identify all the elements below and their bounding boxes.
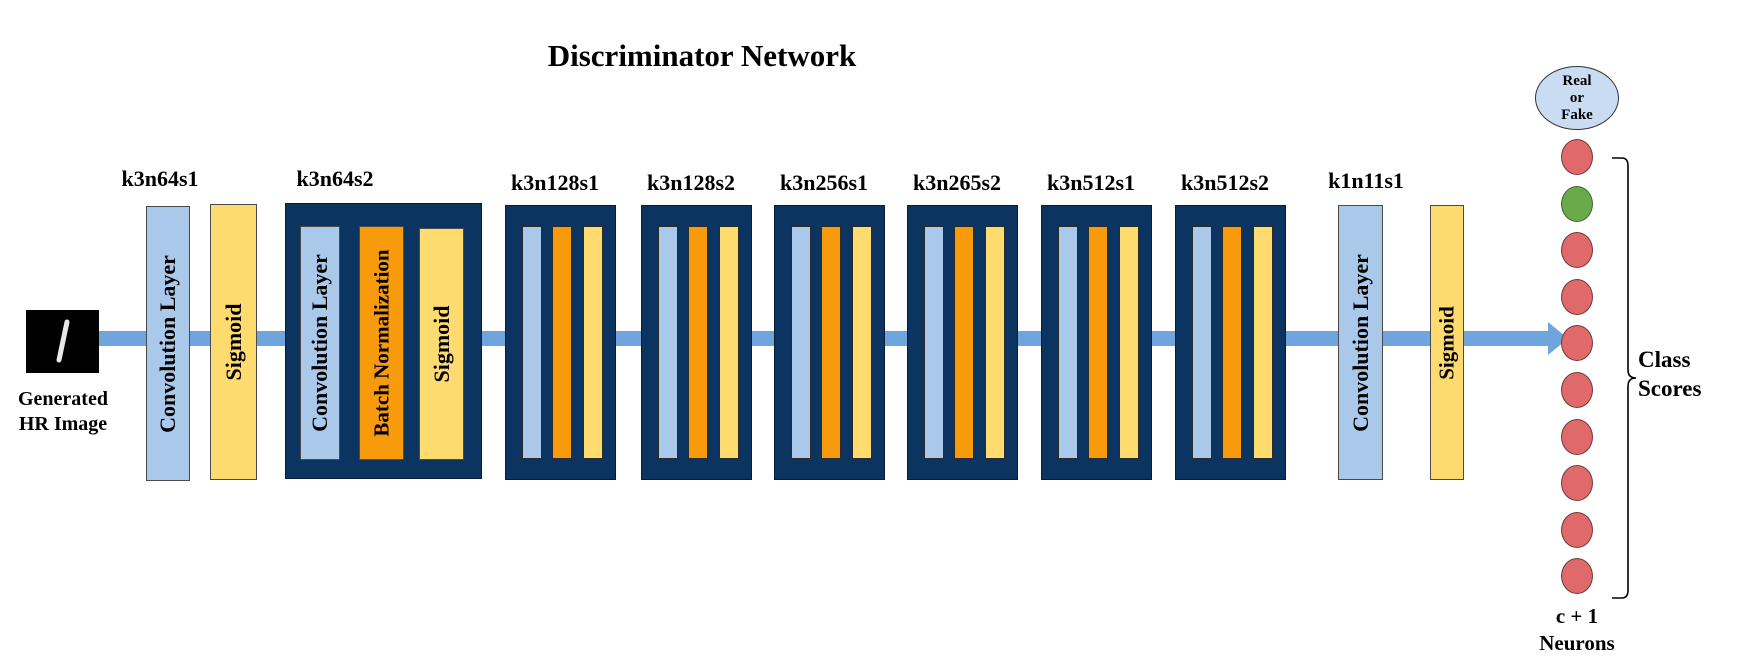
batchnorm-stripe [1222, 226, 1242, 459]
layer-label: k3n512s2 [1180, 170, 1270, 195]
neuron [1561, 232, 1593, 269]
sigmoid-stripe [852, 226, 872, 459]
conv-stripe [791, 226, 811, 459]
conv-block [1175, 205, 1286, 480]
convolution-layer: Convolution Layer [1338, 205, 1383, 480]
conv-stripe [522, 226, 542, 459]
convolution-layer: Convolution Layer [146, 206, 190, 481]
layer-label: k3n512s1 [1046, 170, 1136, 195]
output-neurons [1561, 139, 1593, 599]
sigmoid-layer: Sigmoid [210, 204, 257, 480]
convolution-layer: Convolution Layer [300, 226, 340, 460]
real-or-fake-bubble: Real or Fake [1535, 66, 1619, 130]
sigmoid-layer: Sigmoid [419, 228, 464, 460]
neuron [1561, 418, 1593, 455]
batchnorm-stripe [688, 226, 708, 459]
conv-block [1041, 205, 1152, 480]
sigmoid-stripe [1119, 226, 1139, 459]
neuron [1561, 372, 1593, 408]
conv-block [774, 205, 885, 480]
conv-block [907, 205, 1018, 480]
conv-block-expanded: Convolution Layer Batch Normalization Si… [285, 203, 482, 479]
class-scores-label: Class Scores [1638, 347, 1702, 401]
layer-label: k3n128s1 [510, 170, 600, 195]
layer-label: k3n64s2 [296, 166, 374, 191]
neuron [1561, 139, 1593, 175]
sigmoid-stripe [583, 226, 603, 459]
layer-label: k3n265s2 [912, 170, 1002, 195]
brace-icon [1612, 157, 1637, 599]
conv-block [641, 205, 752, 480]
sigmoid-stripe [985, 226, 1005, 459]
neurons-caption: c + 1 Neurons [1539, 604, 1615, 655]
digit-one-icon [56, 319, 70, 363]
conv-stripe [924, 226, 944, 459]
layer-label: k3n64s1 [121, 166, 199, 191]
sigmoid-layer: Sigmoid [1430, 205, 1464, 480]
input-image-thumbnail [26, 310, 99, 373]
sigmoid-stripe [719, 226, 739, 459]
layer-label: k3n256s1 [779, 170, 869, 195]
batchnorm-stripe [821, 226, 841, 459]
neuron [1561, 465, 1593, 502]
neuron [1561, 325, 1593, 362]
conv-stripe [1192, 226, 1212, 459]
batchnorm-stripe [954, 226, 974, 459]
neuron [1561, 511, 1593, 548]
diagram-title: Discriminator Network [547, 38, 857, 73]
batchnorm-stripe [1088, 226, 1108, 459]
input-label: Generated HR Image [18, 388, 108, 435]
neuron [1561, 278, 1593, 315]
conv-block [505, 205, 616, 480]
layer-label: k1n11s1 [1328, 168, 1404, 193]
batchnorm-stripe [552, 226, 572, 459]
neuron-active [1561, 185, 1593, 222]
layer-label: k3n128s2 [646, 170, 736, 195]
conv-stripe [1058, 226, 1078, 459]
conv-stripe [658, 226, 678, 459]
neuron [1561, 558, 1593, 595]
batch-normalization-layer: Batch Normalization [359, 226, 404, 460]
sigmoid-stripe [1253, 226, 1273, 459]
